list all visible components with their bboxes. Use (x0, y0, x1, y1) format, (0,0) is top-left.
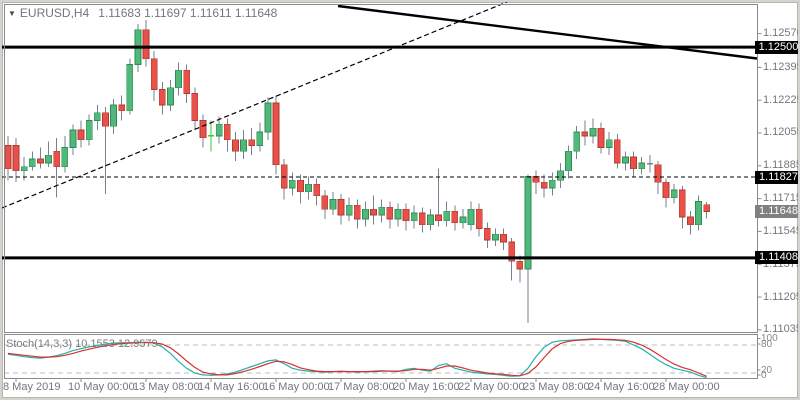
time-axis-label: 23 May 08:00 (523, 381, 590, 393)
trendline[interactable] (337, 4, 758, 60)
price-axis-label: 1.11885 (763, 159, 800, 172)
time-axis-label: 8 May 2019 (3, 381, 61, 393)
price-level-badge: 1.12500 (755, 40, 798, 54)
time-axis-label: 28 May 00:00 (653, 381, 720, 393)
time-axis-label: 16 May 00:00 (263, 381, 330, 393)
indicator-label: Stoch(14,3,3) 10.1553 12.9579 (6, 338, 158, 350)
price-level-badge: 1.11827 (755, 170, 798, 184)
chart-title: ▼ EURUSD,H4 1.11683 1.11697 1.11611 1.1164… (8, 6, 277, 20)
stochastic-plot-area[interactable] (4, 338, 757, 378)
price-axis-label: 1.11715 (763, 192, 800, 205)
price-chart-plot-area[interactable] (5, 20, 710, 324)
symbol-dropdown-icon[interactable]: ▼ (8, 9, 16, 18)
indicator-name: Stoch(14,3,3) (6, 338, 73, 350)
time-axis-label: 13 May 08:00 (133, 381, 200, 393)
indicator-scale-label: 80 (761, 338, 773, 350)
indicator-scale-label: 100 (761, 333, 778, 344)
ohlc-values: 1.11683 1.11697 1.11611 1.11648 (98, 6, 278, 20)
current-price-badge: 1.11648 (755, 205, 798, 219)
price-axis-label: 1.11035 (763, 323, 800, 336)
price-axis-label: 1.12570 (763, 27, 800, 40)
price-axis-label: 1.12395 (763, 60, 800, 73)
time-axis-label: 22 May 00:00 (458, 381, 525, 393)
price-level-badge: 1.11408 (755, 251, 798, 265)
symbol-timeframe-label: EURUSD,H4 (19, 6, 90, 20)
price-axis-label: 1.12225 (763, 93, 800, 106)
indicator-scale-label: 0 (761, 369, 767, 381)
price-axis-label: 1.11205 (763, 290, 800, 303)
price-axis-label: 1.11545 (763, 224, 800, 237)
time-axis-label: 24 May 16:00 (588, 381, 655, 393)
indicator-values: 10.1553 12.9579 (75, 338, 158, 350)
time-axis-label: 20 May 16:00 (393, 381, 460, 393)
indicator-scale-label: 20 (761, 364, 773, 376)
time-axis-label: 10 May 00:00 (68, 381, 135, 393)
time-axis-label: 17 May 08:00 (328, 381, 395, 393)
time-axis-label: 14 May 16:00 (198, 381, 265, 393)
price-axis-label: 1.12055 (763, 126, 800, 139)
trendline[interactable] (2, 2, 508, 209)
